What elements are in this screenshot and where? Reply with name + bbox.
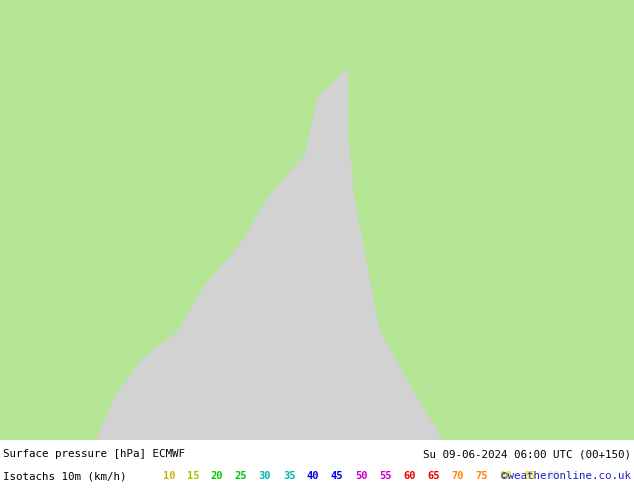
Text: 40: 40 bbox=[307, 471, 320, 481]
Text: 85: 85 bbox=[524, 471, 536, 481]
Text: 90: 90 bbox=[548, 471, 560, 481]
Text: 30: 30 bbox=[259, 471, 271, 481]
Text: 75: 75 bbox=[476, 471, 488, 481]
Text: 55: 55 bbox=[379, 471, 392, 481]
Text: ©weatheronline.co.uk: ©weatheronline.co.uk bbox=[501, 471, 631, 481]
Text: 70: 70 bbox=[451, 471, 464, 481]
Text: 50: 50 bbox=[355, 471, 368, 481]
Polygon shape bbox=[0, 0, 349, 440]
Text: 15: 15 bbox=[186, 471, 199, 481]
Text: 25: 25 bbox=[235, 471, 247, 481]
Text: Surface pressure [hPa] ECMWF: Surface pressure [hPa] ECMWF bbox=[3, 449, 185, 459]
Text: 60: 60 bbox=[403, 471, 416, 481]
Text: 65: 65 bbox=[427, 471, 440, 481]
Text: 80: 80 bbox=[500, 471, 512, 481]
Polygon shape bbox=[349, 0, 634, 440]
Text: Isotachs 10m (km/h): Isotachs 10m (km/h) bbox=[3, 471, 127, 481]
Text: 10: 10 bbox=[162, 471, 175, 481]
Text: 45: 45 bbox=[331, 471, 344, 481]
Text: Su 09-06-2024 06:00 UTC (00+150): Su 09-06-2024 06:00 UTC (00+150) bbox=[423, 449, 631, 459]
Text: 35: 35 bbox=[283, 471, 295, 481]
Text: 20: 20 bbox=[210, 471, 223, 481]
